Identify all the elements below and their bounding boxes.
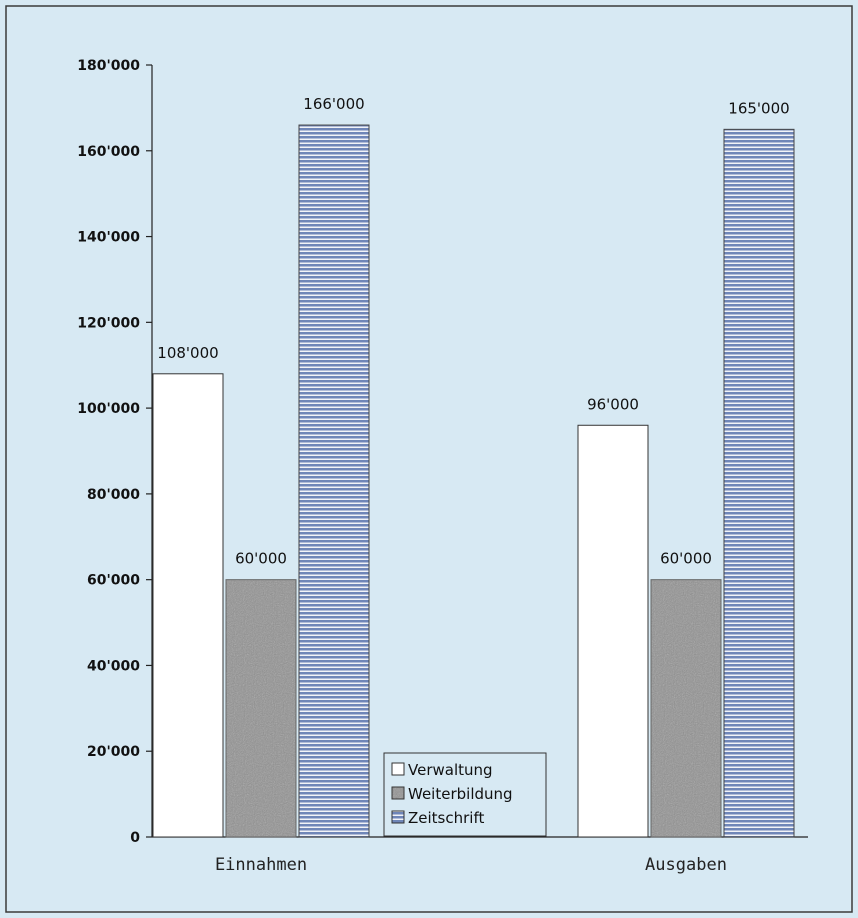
- category-label-ausgaben: Ausgaben: [645, 855, 727, 875]
- y-tick-label: 140'000: [77, 230, 140, 246]
- data-label-verwaltung-einnahmen: 108'000: [157, 344, 218, 362]
- category-label-einnahmen: Einnahmen: [215, 855, 307, 875]
- bar-zeitschrift-ausgaben: [723, 128, 795, 838]
- y-tick-label: 120'000: [77, 315, 140, 331]
- legend-label-weiterbildung: Weiterbildung: [408, 785, 513, 803]
- legend-label-zeitschrift: Zeitschrift: [408, 809, 484, 827]
- bar-weiterbildung-einnahmen: [225, 579, 297, 838]
- y-tick-label: 180'000: [77, 58, 140, 74]
- y-tick-label: 80'000: [87, 487, 140, 503]
- bar-weiterbildung-ausgaben: [650, 579, 722, 838]
- chart-frame: [5, 5, 853, 913]
- data-label-zeitschrift-einnahmen: 166'000: [303, 95, 364, 113]
- y-tick-label: 160'000: [77, 144, 140, 160]
- y-tick-label: 20'000: [87, 744, 140, 760]
- legend-box: [383, 752, 547, 837]
- y-tick-label: 0: [130, 830, 140, 846]
- y-tick-label: 60'000: [87, 573, 140, 589]
- legend-label-verwaltung: Verwaltung: [408, 761, 493, 779]
- legend-swatch-zeitschrift: [391, 810, 405, 824]
- y-tick-label: 40'000: [87, 658, 140, 674]
- data-label-verwaltung-ausgaben: 96'000: [587, 395, 639, 413]
- bar-verwaltung-ausgaben: [577, 424, 649, 838]
- legend: Verwaltung Weiterbildung Zeitschrift: [383, 752, 547, 837]
- data-label-zeitschrift-ausgaben: 165'000: [728, 99, 789, 117]
- legend-swatch-weiterbildung: [391, 786, 405, 800]
- data-label-weiterbildung-ausgaben: 60'000: [660, 550, 712, 568]
- legend-swatch-verwaltung: [391, 762, 405, 776]
- bar-zeitschrift-einnahmen: [298, 124, 370, 838]
- bar-verwaltung-einnahmen: [152, 373, 224, 838]
- data-label-weiterbildung-einnahmen: 60'000: [235, 550, 287, 568]
- y-tick-label: 100'000: [77, 401, 140, 417]
